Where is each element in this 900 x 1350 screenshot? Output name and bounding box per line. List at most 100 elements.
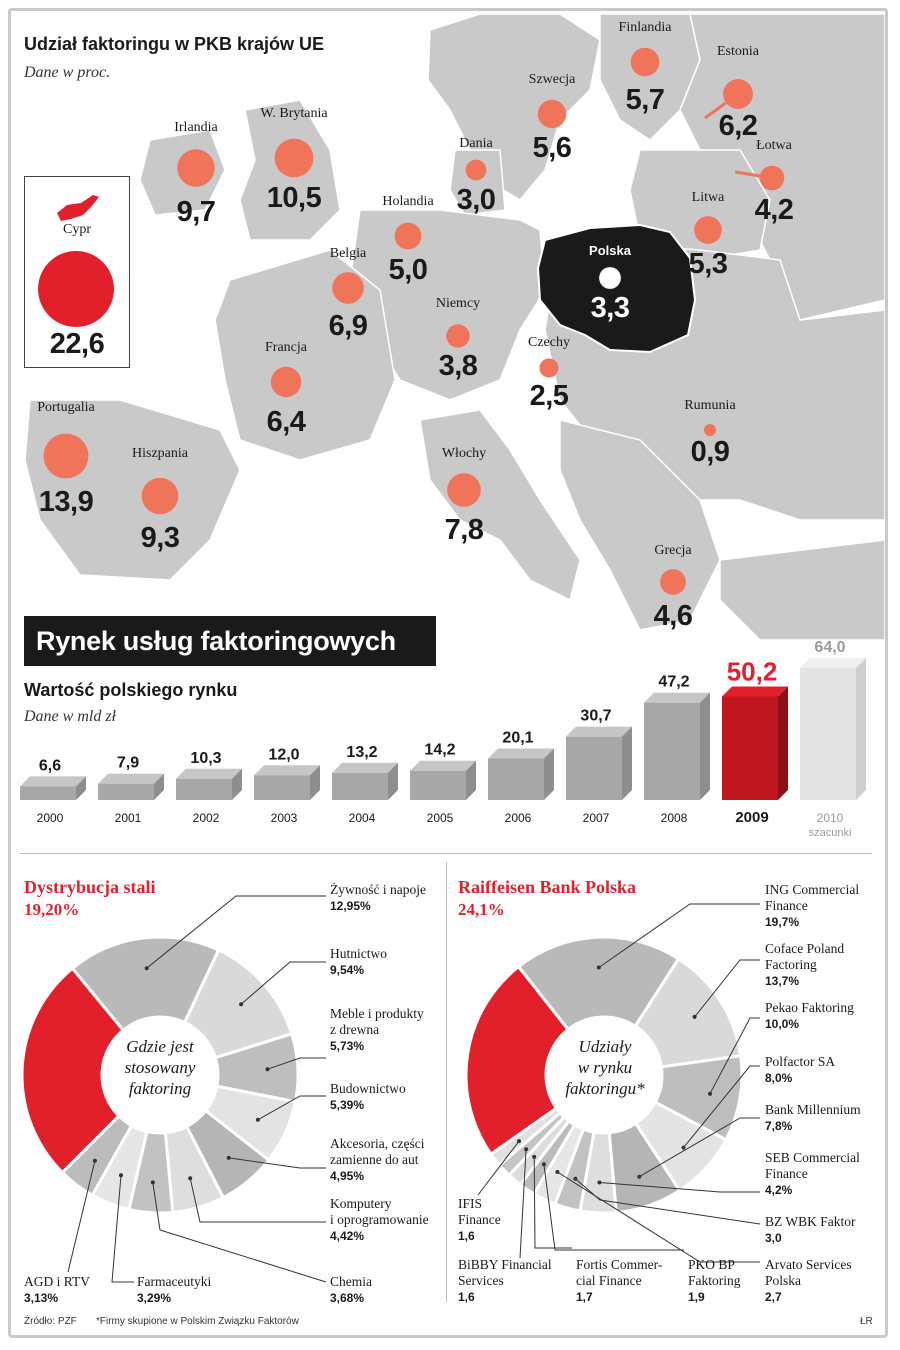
label-irlandia-value: 9,7 [176, 196, 216, 228]
pie2-label-name-12: IFIS Finance [458, 1196, 501, 1227]
leader-line-3 [267, 1057, 326, 1070]
leader-dot-9 [92, 1158, 97, 1163]
pie2-label-6: SEB Commercial Finance 4,2% [765, 1150, 860, 1198]
bar-2006 [488, 748, 554, 800]
label-czechy-name: Czechy [528, 335, 570, 350]
label-rumunia-name: Rumunia [684, 398, 736, 413]
bar-category-label-2009: 2009 [735, 809, 768, 826]
section-divider [20, 853, 872, 854]
leader-line-5 [228, 1157, 326, 1169]
label-dania-name: Dania [459, 136, 493, 151]
pie2-label-value-11: 1,6 [458, 1290, 475, 1304]
bar-chart-subtitle: Dane w mld zł [24, 708, 116, 725]
pie1-label-name-5: Akcesoria, części zamienne do aut [330, 1136, 425, 1167]
pie2-label-name-7: BZ WBK Faktor [765, 1214, 856, 1229]
leader-line-3 [709, 1017, 760, 1094]
pie-slice-13 [488, 1106, 563, 1168]
bar-2002 [176, 768, 242, 800]
pie-slice-3 [633, 956, 743, 1069]
leader-line-8 [111, 1175, 134, 1283]
pie1-label-5: Akcesoria, części zamienne do aut 4,95% [330, 1136, 424, 1184]
leader-dot-1 [144, 966, 149, 971]
leader-line-8 [557, 1171, 760, 1263]
bubble-irlandia [177, 149, 215, 187]
leader-line-5 [639, 1117, 760, 1178]
label-wlochy-value: 7,8 [444, 514, 484, 546]
bar-2007 [566, 726, 632, 800]
bubble-czechy [539, 358, 559, 378]
pie2-label-3: Pekao Faktoring 10,0% [765, 1000, 854, 1032]
label-polska-name: Polska [589, 243, 631, 258]
label-polska-value: 3,3 [590, 292, 630, 324]
bar-value-label-2001: 7,9 [117, 755, 139, 772]
bar-value-label-2000: 6,6 [39, 757, 61, 774]
bar-value-label-2008: 47,2 [658, 674, 689, 691]
pie2-center-text: Udziały w rynku faktoringu* [565, 1037, 645, 1098]
pie1-label-name-4: Budownictwo [330, 1081, 406, 1096]
bubble-szwecja [537, 99, 567, 129]
pie1-label-3: Meble i produkty z drewna 5,73% [330, 1006, 424, 1054]
map-land [24, 13, 885, 641]
bar-2000 [20, 776, 86, 800]
cyprus-graphic [38, 195, 114, 327]
label-belgia-name: Belgia [329, 246, 367, 261]
pie-slice-2 [516, 935, 681, 1032]
pie2-label-value-2: 13,7% [765, 974, 800, 988]
label-szwecja-value: 5,6 [532, 132, 572, 164]
pie2-label-8: Arvato Services Polska 2,7 [765, 1257, 852, 1305]
leader-line-4 [683, 1065, 760, 1148]
pie1-label-value-5: 4,95% [330, 1169, 365, 1183]
bar-2009 [722, 686, 788, 800]
pie2-label-value-3: 10,0% [765, 1017, 800, 1031]
bar-category-label-2003: 2003 [271, 811, 298, 825]
pie-slice-1 [464, 964, 571, 1157]
pie1-label-9: AGD i RTV 3,13% [24, 1274, 90, 1306]
leader-line-6 [189, 1178, 326, 1223]
label-wbrytania-name: W. Brytania [260, 106, 328, 121]
bubble-francja [270, 366, 302, 398]
leader-dot-1 [596, 965, 601, 970]
pie1-label-value-7: 3,68% [330, 1291, 365, 1305]
label-portugalia-value: 13,9 [38, 486, 94, 518]
label-hiszpania-value: 9,3 [140, 522, 180, 554]
leader-dot-4 [681, 1145, 686, 1150]
leader-line-2 [694, 959, 760, 1018]
footer-author: ŁR [860, 1316, 873, 1327]
bar-category-label-2002: 2002 [193, 811, 220, 825]
pie1-label-name-8: Farmaceutyki [137, 1274, 212, 1289]
bar-2003 [254, 765, 320, 800]
leader-dot-3 [265, 1067, 270, 1072]
leader-line-1 [598, 903, 760, 968]
pie1-label-6: Komputery i oprogramowanie 4,42% [330, 1196, 429, 1244]
label-czechy-value: 2,5 [529, 380, 569, 412]
bar-category-label-2007: 2007 [583, 811, 610, 825]
infographic-frame [8, 8, 888, 1338]
pie2-label-5: Bank Millennium 7,8% [765, 1102, 861, 1134]
bar-category-label-2010: 2010 [817, 811, 844, 825]
footer-source: Źródło: PZF [24, 1316, 77, 1327]
bubble-wbrytania [274, 138, 314, 178]
label-francja-value: 6,4 [266, 406, 306, 438]
pie1-label-4: Budownictwo 5,39% [330, 1081, 406, 1113]
pie1-label-8: Farmaceutyki 3,29% [137, 1274, 211, 1306]
label-wlochy-name: Włochy [441, 446, 487, 461]
map-title: Udział faktoringu w PKB krajów UE [24, 34, 325, 54]
leader-line-7 [575, 1178, 761, 1225]
pointer-lotwa [734, 170, 773, 180]
pie1-center-text: Gdzie jest stosowany faktoring [124, 1037, 196, 1098]
poland-shape [536, 223, 697, 354]
pie1-label-2: Hutnictwo 9,54% [330, 946, 387, 978]
leader-dot-4 [255, 1117, 260, 1122]
bar-2004 [332, 762, 398, 800]
bubble-belgia [332, 272, 364, 304]
leader-dot-9 [541, 1162, 546, 1167]
bar-category-label-2008: 2008 [661, 811, 688, 825]
label-lotwa-value: 4,2 [754, 194, 794, 226]
leader-line-2 [240, 961, 326, 1005]
map-bubbles [43, 47, 785, 595]
pie1-label-value-2: 9,54% [330, 963, 365, 977]
leader-dot-5 [226, 1155, 231, 1160]
pie1-highlight-name: Dystrybucja stali [24, 877, 156, 897]
pie1-highlight-value: 19,20% [24, 900, 80, 919]
bar-2001 [98, 773, 164, 800]
